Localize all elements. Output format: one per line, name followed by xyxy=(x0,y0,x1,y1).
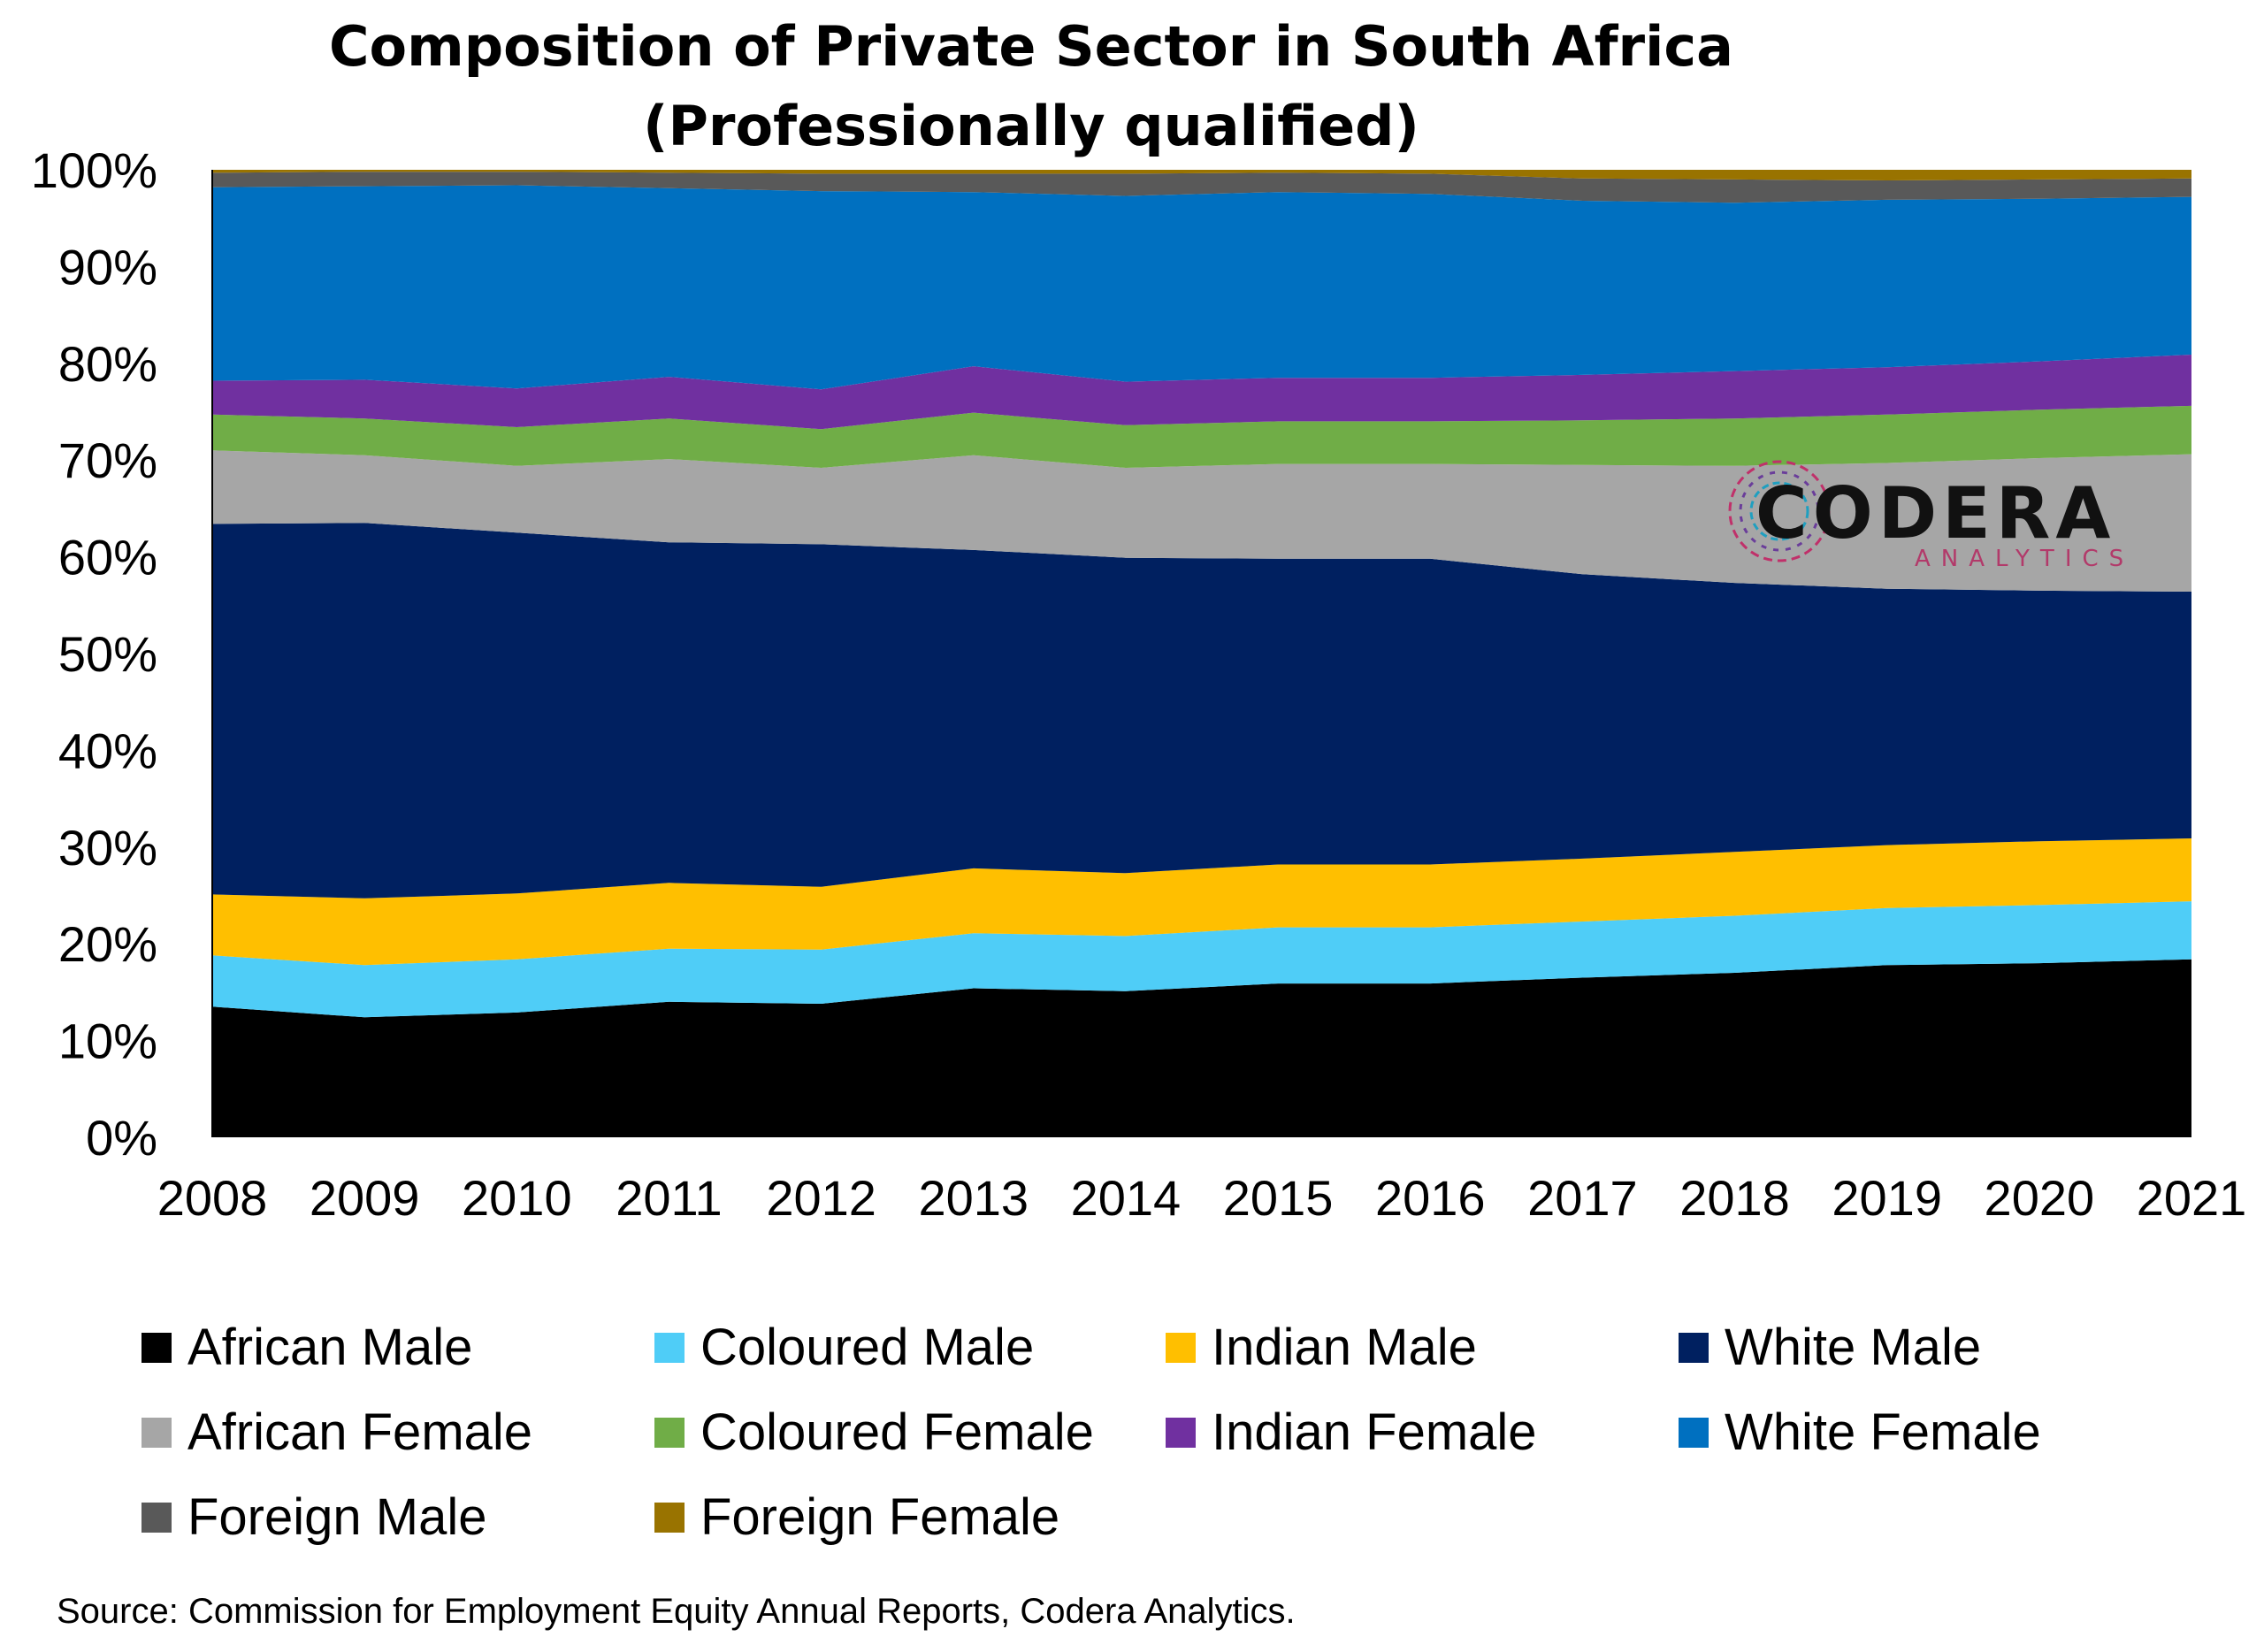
x-tick-label: 2019 xyxy=(1832,1170,1942,1226)
legend-label: African Male xyxy=(187,1319,472,1376)
legend-item-african-female: African Female xyxy=(142,1403,532,1461)
area-coloured-female xyxy=(212,405,2191,468)
x-tick-label: 2013 xyxy=(918,1170,1029,1226)
area-white-female xyxy=(212,185,2191,390)
y-tick-label: 10% xyxy=(58,1013,157,1069)
area-white-male xyxy=(212,523,2191,899)
legend-item-coloured-male: Coloured Male xyxy=(654,1319,1034,1376)
legend-label: Indian Male xyxy=(1212,1319,1477,1376)
legend-label: Foreign Male xyxy=(187,1488,486,1546)
x-tick-label: 2010 xyxy=(462,1170,572,1226)
legend-item-african-male: African Male xyxy=(142,1319,472,1376)
logo-main-text: CODERA xyxy=(1755,472,2115,554)
legend-swatch xyxy=(142,1503,172,1533)
legend-item-indian-male: Indian Male xyxy=(1166,1319,1477,1376)
y-tick-label: 40% xyxy=(58,723,157,778)
logo-ring-icon xyxy=(1728,460,1831,562)
y-tick-label: 20% xyxy=(58,916,157,972)
legend-swatch xyxy=(142,1418,172,1448)
legend-item-white-female: White Female xyxy=(1679,1403,2041,1461)
area-african-female xyxy=(212,450,2191,592)
area-indian-male xyxy=(212,838,2191,966)
legend-label: Foreign Female xyxy=(700,1488,1059,1546)
y-axis: 0% 10% 20% 30% 40% 50% 60% 70% 80% 90% 100% xyxy=(31,142,213,1166)
legend-item-foreign-female: Foreign Female xyxy=(654,1488,1059,1546)
legend-swatch xyxy=(654,1503,685,1533)
y-tick-label: 90% xyxy=(58,239,157,294)
legend-swatch xyxy=(1679,1418,1709,1448)
x-axis: 2008 2009 2010 2011 2012 2013 2014 2015 2016 2017… xyxy=(157,1170,2247,1226)
x-tick-label: 2018 xyxy=(1679,1170,1790,1226)
area-foreign-female xyxy=(212,170,2191,180)
legend-label: Coloured Female xyxy=(700,1403,1094,1461)
area-indian-female xyxy=(212,355,2191,430)
legend-label: White Female xyxy=(1725,1403,2041,1461)
x-tick-label: 2012 xyxy=(766,1170,876,1226)
legend-label: African Female xyxy=(187,1403,532,1461)
legend-label: White Male xyxy=(1725,1319,1981,1376)
legend: African Male Coloured Male Indian Male Whit… xyxy=(142,1319,2041,1546)
legend-swatch xyxy=(654,1418,685,1448)
legend-item-coloured-female: Coloured Female xyxy=(654,1403,1094,1461)
x-tick-label: 2008 xyxy=(157,1170,268,1226)
area-coloured-male xyxy=(212,901,2191,1018)
legend-swatch xyxy=(142,1333,172,1363)
y-tick-label: 80% xyxy=(58,336,157,392)
codera-logo: CODERA ANALYTICS xyxy=(1728,460,2134,572)
chart-title: Composition of Private Sector in South A… xyxy=(329,14,1733,79)
x-tick-label: 2011 xyxy=(616,1170,722,1226)
area-african-male xyxy=(212,959,2191,1137)
legend-item-white-male: White Male xyxy=(1679,1319,1981,1376)
legend-label: Coloured Male xyxy=(700,1319,1034,1376)
y-tick-label: 100% xyxy=(31,142,157,198)
x-tick-label: 2021 xyxy=(2137,1170,2247,1226)
x-tick-label: 2014 xyxy=(1071,1170,1182,1226)
x-tick-label: 2015 xyxy=(1223,1170,1334,1226)
source-note: Source: Commission for Employment Equity… xyxy=(57,1592,1296,1631)
plot-area xyxy=(212,170,2191,1137)
x-tick-label: 2009 xyxy=(310,1170,420,1226)
legend-label: Indian Female xyxy=(1212,1403,1537,1461)
chart-subtitle: (Professionally qualified) xyxy=(643,94,1419,158)
y-tick-label: 50% xyxy=(58,626,157,682)
legend-swatch xyxy=(1166,1418,1196,1448)
y-tick-label: 0% xyxy=(86,1110,157,1166)
y-tick-label: 30% xyxy=(58,820,157,876)
area-foreign-male xyxy=(212,172,2191,203)
y-tick-label: 70% xyxy=(58,432,157,488)
x-tick-label: 2016 xyxy=(1375,1170,1486,1226)
legend-item-indian-female: Indian Female xyxy=(1166,1403,1537,1461)
legend-swatch xyxy=(1679,1333,1709,1363)
legend-swatch xyxy=(654,1333,685,1363)
x-tick-label: 2017 xyxy=(1527,1170,1638,1226)
legend-item-foreign-male: Foreign Male xyxy=(142,1488,486,1546)
legend-swatch xyxy=(1166,1333,1196,1363)
x-tick-label: 2020 xyxy=(1985,1170,2095,1226)
logo-sub-text: ANALYTICS xyxy=(1915,546,2134,572)
y-tick-label: 60% xyxy=(58,530,157,585)
